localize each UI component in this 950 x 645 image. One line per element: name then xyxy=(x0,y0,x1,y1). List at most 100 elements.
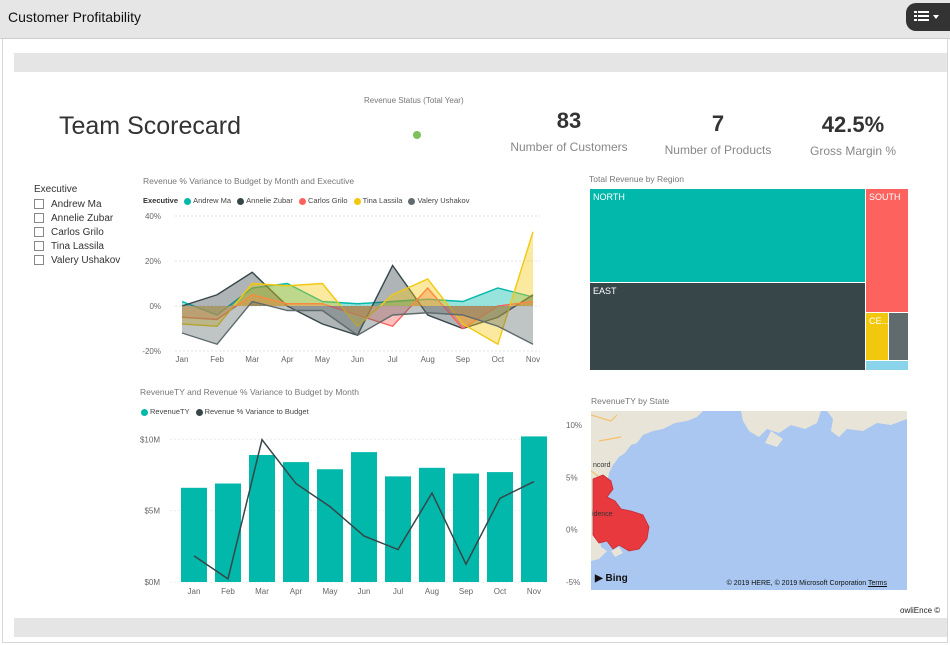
bottom-strip xyxy=(14,618,947,637)
treemap-tile-south[interactable]: SOUTH xyxy=(865,188,909,313)
treemap-tile-north[interactable]: NORTH xyxy=(589,188,866,283)
y-left-tick-label: $0M xyxy=(144,578,160,587)
variance-line xyxy=(193,437,535,581)
checkbox[interactable] xyxy=(34,255,44,266)
map-copyright: © 2019 HERE, © 2019 Microsoft Corporatio… xyxy=(727,580,887,587)
legend-item[interactable]: Revenue % Variance to Budget xyxy=(192,407,309,416)
x-tick-label: Aug xyxy=(421,355,435,364)
slicer-title: Executive xyxy=(34,184,78,195)
app-title: Customer Profitability xyxy=(8,9,142,25)
map-title: RevenueTY by State xyxy=(591,396,670,406)
bar-may xyxy=(317,469,343,582)
x-tick-label: Apr xyxy=(290,587,303,596)
treemap-tile-central[interactable]: CE... xyxy=(865,312,889,361)
x-tick-label: Jun xyxy=(351,355,364,364)
slicer-item-label: Annelie Zubar xyxy=(51,213,114,224)
y-right-tick-label: 5% xyxy=(566,473,578,482)
line-series-2 xyxy=(181,286,534,330)
x-tick-label: Jul xyxy=(387,355,397,364)
variance-chart-title: Revenue % Variance to Budget by Month an… xyxy=(143,176,355,186)
kpi-label: Number of Customers xyxy=(510,140,628,154)
y-tick-label: -20% xyxy=(142,347,161,356)
bar-nov xyxy=(521,436,547,582)
legend-label: Valery Ushakov xyxy=(417,196,470,205)
treemap-tile-east[interactable]: EAST xyxy=(589,282,866,371)
tile-label: SOUTH xyxy=(869,192,901,202)
x-tick-label: Jan xyxy=(176,355,189,364)
bar-oct xyxy=(487,472,513,582)
checkbox[interactable] xyxy=(34,241,44,252)
slicer-item-label: Carlos Grilo xyxy=(51,227,104,238)
x-tick-label: Jun xyxy=(358,587,371,596)
x-tick-label: Apr xyxy=(281,355,294,364)
area-series-4 xyxy=(182,301,533,345)
tile-label: CE... xyxy=(869,316,889,326)
legend-item[interactable]: Carlos Grilo xyxy=(295,196,348,205)
x-tick-label: Jan xyxy=(188,587,201,596)
area-series-2 xyxy=(182,288,533,329)
legend-item[interactable]: Andrew Ma xyxy=(180,196,231,205)
state-map[interactable]: ncord idence ▶ Bing © 2019 HERE, © 2019 … xyxy=(591,411,907,590)
legend-item[interactable]: RevenueTY xyxy=(137,407,189,416)
legend-label: Annelie Zubar xyxy=(246,196,293,205)
x-tick-label: Oct xyxy=(492,355,505,364)
bar-jan xyxy=(181,487,207,582)
bar-feb xyxy=(215,483,241,582)
x-tick-label: Mar xyxy=(245,355,259,364)
kpi-value: 7 xyxy=(711,111,725,136)
y-tick-label: 20% xyxy=(145,257,161,266)
bar-jun xyxy=(351,452,377,582)
legend-label: Tina Lassila xyxy=(362,196,403,205)
legend-dot xyxy=(353,197,361,205)
slicer-item[interactable]: Tina Lassila xyxy=(34,241,104,253)
checkbox[interactable] xyxy=(34,199,44,210)
bar-aug xyxy=(419,467,445,582)
legend-item[interactable]: Valery Ushakov xyxy=(404,196,469,205)
x-tick-label: Sep xyxy=(459,587,474,596)
legend-title: Executive xyxy=(143,196,179,205)
x-tick-label: Jul xyxy=(393,587,403,596)
x-tick-label: May xyxy=(315,355,330,364)
terms-link[interactable]: Terms xyxy=(867,580,887,587)
kpi-customers: 83 Number of Customers xyxy=(505,108,633,154)
bar-apr xyxy=(283,462,309,582)
top-bar: Customer Profitability xyxy=(0,0,950,39)
kpi-value: 42.5% xyxy=(821,112,885,137)
legend-item[interactable]: Annelie Zubar xyxy=(233,196,293,205)
y-left-tick-label: $5M xyxy=(144,507,160,516)
legend-dot xyxy=(237,197,245,205)
revenue-combo-chart[interactable]: $10M $5M $0M 10% 5% 0% -5% Jan Feb Mar Apr May Jun Ju… xyxy=(135,418,590,598)
slicer-item[interactable]: Annelie Zubar xyxy=(34,213,113,225)
line-series-3 xyxy=(181,231,534,346)
slicer-item[interactable]: Carlos Grilo xyxy=(34,227,104,239)
slicer-item[interactable]: Valery Ushakov xyxy=(34,255,120,267)
x-tick-label: Mar xyxy=(255,587,269,596)
map-city-label: idence xyxy=(592,511,613,518)
x-tick-label: Sep xyxy=(456,355,471,364)
map-graphic xyxy=(591,411,907,561)
y-right-tick-label: 0% xyxy=(566,526,578,535)
region-treemap[interactable]: NORTH EAST SOUTH CE... xyxy=(589,188,909,371)
legend-label: Carlos Grilo xyxy=(307,196,348,205)
menu-button[interactable] xyxy=(906,3,950,31)
area-series-1 xyxy=(182,265,533,336)
revenue-chart-title: RevenueTY and Revenue % Variance to Budg… xyxy=(140,387,359,397)
revenue-chart-legend: RevenueTY Revenue % Variance to Budget xyxy=(137,407,309,416)
y-tick-label: 0% xyxy=(149,302,161,311)
treemap-tile-west[interactable] xyxy=(888,312,909,361)
legend-dot xyxy=(141,408,148,416)
copyright-text: © 2019 HERE, © 2019 Microsoft Corporatio… xyxy=(726,580,867,587)
legend-item[interactable]: Tina Lassila xyxy=(350,196,403,205)
checkbox[interactable] xyxy=(34,213,44,224)
slicer-item[interactable]: Andrew Ma xyxy=(34,199,102,211)
x-tick-label: May xyxy=(322,587,337,596)
variance-area-chart[interactable]: 40% 20% 0% -20% Jan Feb Mar Apr May Jun Jul Aug Sep O… xyxy=(135,205,555,367)
y-left-tick-label: $10M xyxy=(140,435,160,444)
treemap-tile-other[interactable] xyxy=(865,360,909,371)
checkbox[interactable] xyxy=(34,227,44,238)
slicer-item-label: Valery Ushakov xyxy=(51,255,121,266)
kpi-label: Gross Margin % xyxy=(809,144,897,158)
legend-label: Revenue % Variance to Budget xyxy=(204,407,309,416)
report-canvas xyxy=(2,39,948,643)
area-series-3 xyxy=(182,231,533,345)
